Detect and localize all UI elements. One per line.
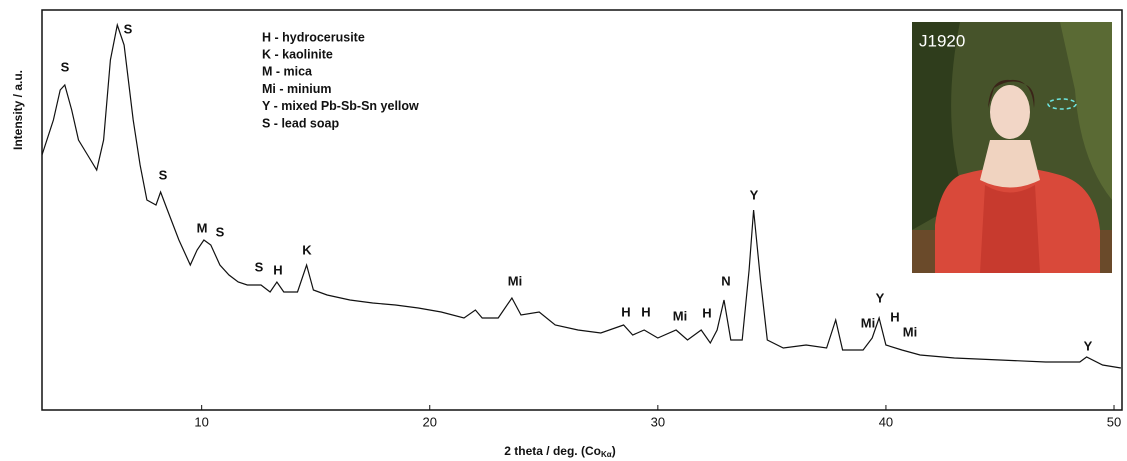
peak-label: S	[159, 167, 168, 182]
x-axis-label-end: )	[612, 444, 616, 458]
peak-label: S	[61, 59, 70, 74]
peak-label: Y	[750, 187, 759, 202]
peak-label: S	[216, 224, 225, 239]
peak-label: S	[255, 259, 264, 274]
peak-label: K	[302, 242, 312, 257]
legend-entry: Y - mixed Pb-Sb-Sn yellow	[262, 99, 419, 113]
inset-label: J1920	[919, 31, 965, 50]
pattern-line	[41, 22, 1121, 369]
peak-label: Mi	[861, 315, 875, 330]
x-axis-label-main: 2 theta / deg. (Co	[504, 444, 601, 458]
inset-painting: J1920	[912, 22, 1112, 273]
x-axis-label-sub: Kα	[601, 450, 612, 459]
plot-frame	[41, 9, 1123, 411]
peak-label: H	[890, 309, 899, 324]
peak-label: H	[702, 305, 711, 320]
peak-label: N	[721, 273, 730, 288]
x-tick-label: 50	[1107, 414, 1121, 429]
peak-label: M	[197, 220, 208, 235]
x-tick-label: 10	[194, 414, 208, 429]
peak-label: Mi	[508, 273, 522, 288]
peak-label: S	[124, 21, 133, 36]
legend-entry: H - hydrocerusite	[262, 30, 365, 44]
legend-entry: Mi - minium	[262, 82, 331, 96]
x-tick-label: 40	[879, 414, 893, 429]
peak-label: Y	[876, 290, 885, 305]
x-tick-label: 20	[423, 414, 437, 429]
peak-label: Y	[1084, 338, 1093, 353]
peak-label: H	[621, 304, 630, 319]
peak-label: Mi	[903, 324, 917, 339]
x-axis-label: 2 theta / deg. (CoKα)	[504, 444, 615, 459]
legend-entry: M - mica	[262, 65, 313, 79]
y-axis-label: Intensity / a.u.	[11, 70, 25, 150]
peak-label: H	[641, 304, 650, 319]
x-tick-label: 30	[651, 414, 665, 429]
peak-label: H	[273, 262, 282, 277]
legend-entry: K - kaolinite	[262, 47, 333, 61]
peak-label: Mi	[673, 308, 687, 323]
legend-entry: S - lead soap	[262, 116, 339, 130]
